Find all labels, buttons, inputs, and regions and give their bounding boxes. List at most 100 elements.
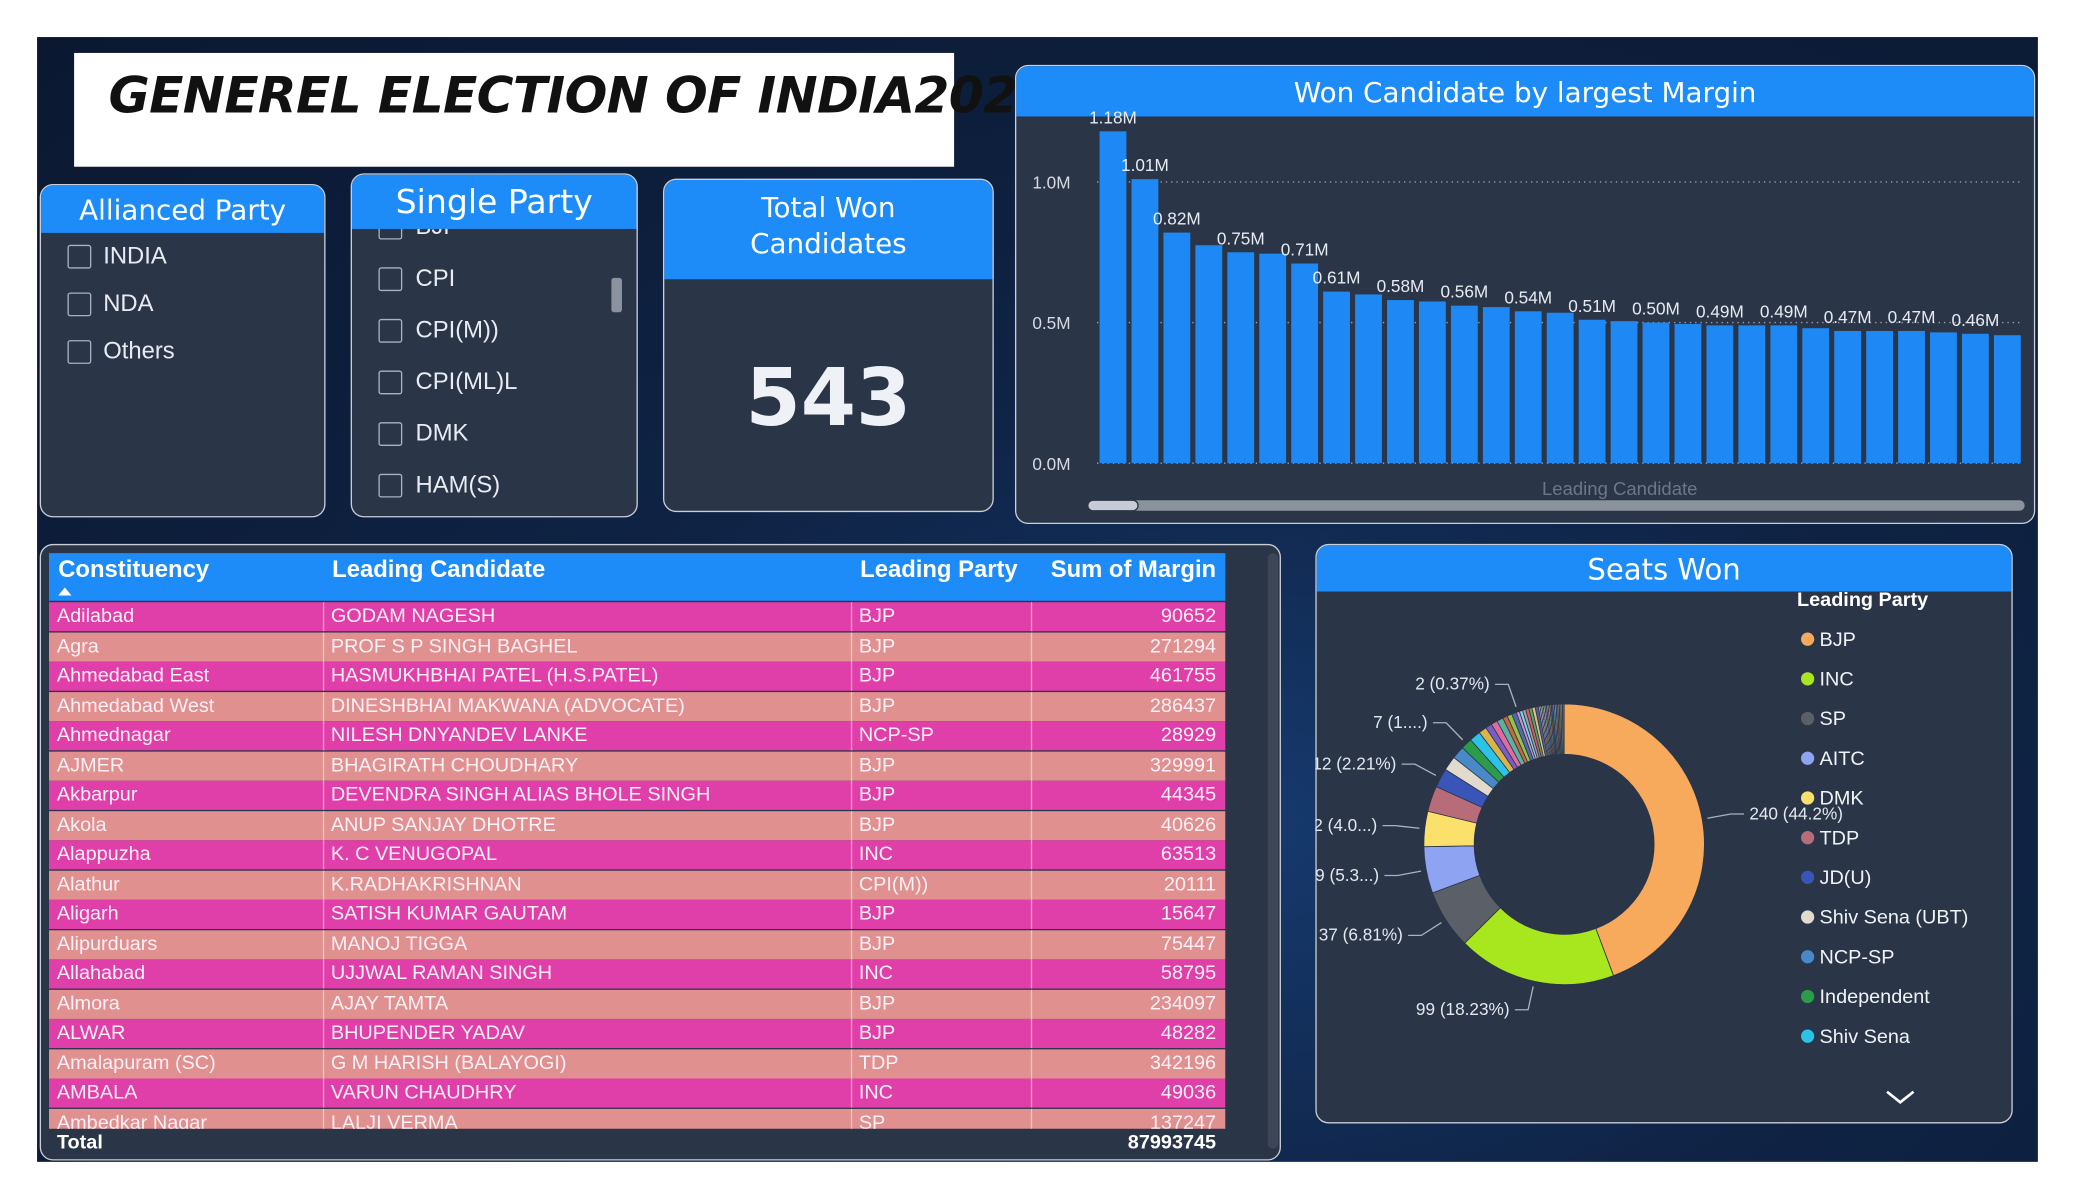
bar	[1961, 333, 1989, 464]
data-label: 7 (1....)	[1373, 712, 1427, 732]
slicer-item[interactable]: CPI	[415, 264, 456, 292]
slicer-item[interactable]: CPI(ML)L	[415, 367, 518, 395]
cell-divider	[1030, 840, 1033, 870]
leader-line	[1707, 813, 1745, 819]
cell-divider	[322, 989, 325, 1019]
slicer-item[interactable]: NDA	[103, 289, 154, 317]
total-value: 87993745	[1127, 1131, 1217, 1154]
leader-line	[1384, 870, 1422, 877]
slicer-title: Single Party	[351, 174, 637, 229]
data-label: 12 (2.21%)	[1315, 753, 1396, 773]
table-cell: AJAY TAMTA	[330, 991, 449, 1015]
legend-label[interactable]: Independent	[1820, 986, 1931, 1008]
cell-divider	[850, 661, 853, 691]
legend-label[interactable]: TDP	[1820, 827, 1860, 849]
checkbox[interactable]	[67, 340, 92, 364]
cell-divider	[1030, 691, 1033, 721]
legend-marker[interactable]	[1801, 632, 1815, 646]
table-cell: BJP	[858, 932, 896, 955]
slicer-item[interactable]: HAM(S)	[415, 471, 501, 498]
checkbox[interactable]	[378, 370, 403, 395]
leader-line	[1514, 986, 1534, 1011]
legend-marker[interactable]	[1801, 910, 1815, 924]
table-cell: INC	[858, 962, 894, 985]
table-cell: BJP	[858, 634, 896, 658]
checkbox[interactable]	[378, 473, 403, 498]
table-cell: AJMER	[56, 753, 125, 777]
checkbox[interactable]	[67, 244, 92, 269]
scroll-track[interactable]	[1087, 500, 2025, 511]
legend-marker[interactable]	[1801, 950, 1815, 964]
bar	[1706, 325, 1734, 464]
legend-label[interactable]: JD(U)	[1820, 867, 1872, 889]
legend-marker[interactable]	[1801, 711, 1815, 726]
legend-marker[interactable]	[1801, 791, 1815, 805]
chart-title: Seats Won	[1316, 545, 2012, 592]
legend-label[interactable]: NCP-SP	[1820, 946, 1895, 968]
table-cell: SATISH KUMAR GAUTAM	[330, 902, 568, 925]
column-header[interactable]: Leading Candidate	[332, 555, 546, 583]
slicer-item[interactable]: CPI(M))	[415, 316, 499, 343]
table-cell: BJP	[858, 694, 896, 717]
table-cell: 461755	[1149, 664, 1217, 687]
legend-marker[interactable]	[1801, 1029, 1815, 1043]
slicer-item[interactable]: DMK	[415, 419, 469, 446]
cell-divider	[850, 810, 853, 840]
legend-label[interactable]: Shiv Sena (UBT)	[1820, 907, 1969, 929]
bar	[1993, 335, 2021, 464]
legend-marker[interactable]	[1801, 870, 1815, 884]
table-cell: 48282	[1160, 1021, 1217, 1045]
checkbox[interactable]	[378, 318, 403, 343]
legend-marker[interactable]	[1801, 831, 1815, 845]
scrollbar[interactable]	[1267, 553, 1279, 1149]
legend-label[interactable]: Shiv Sena	[1820, 1026, 1911, 1048]
sort-indicator[interactable]	[58, 587, 72, 596]
table-cell: K. C VENUGOPAL	[330, 842, 498, 866]
legend-label[interactable]: SP	[1820, 708, 1846, 730]
table-cell: Aligarh	[56, 902, 119, 925]
slicer-item[interactable]: Others	[103, 337, 175, 364]
cell-divider	[850, 899, 853, 929]
checkbox[interactable]	[378, 267, 403, 292]
data-label: 0.50M	[1632, 299, 1680, 319]
data-label: 0.56M	[1440, 282, 1488, 302]
leader-line	[1495, 683, 1517, 708]
cell-divider	[850, 631, 853, 661]
scroll-thumb[interactable]	[1087, 499, 1139, 512]
table-cell: 329991	[1149, 753, 1217, 777]
table-cell: Adilabad	[56, 604, 135, 628]
table-cell: 44345	[1160, 783, 1217, 806]
column-header[interactable]: Sum of Margin	[1050, 555, 1217, 583]
bar	[1738, 325, 1766, 464]
scrollbar[interactable]	[611, 277, 622, 313]
legend-scroll-arrow[interactable]	[1886, 1090, 1915, 1105]
legend-marker[interactable]	[1801, 672, 1815, 686]
table-cell: HASMUKHBHAI PATEL (H.S.PATEL)	[330, 664, 659, 687]
legend-label[interactable]: BJP	[1820, 629, 1856, 651]
bar	[1898, 330, 1925, 464]
bar	[1099, 131, 1127, 464]
data-label: 2 (0.37%)	[1415, 674, 1490, 694]
table-cell: 63513	[1160, 842, 1217, 866]
y-tick-label: 1.0M	[1032, 173, 1070, 193]
data-label: 0.61M	[1313, 268, 1361, 288]
checkbox[interactable]	[67, 292, 92, 317]
legend-marker[interactable]	[1801, 989, 1815, 1004]
column-header[interactable]: Constituency	[58, 555, 210, 583]
table-cell: DINESHBHAI MAKWANA (ADVOCATE)	[330, 694, 685, 717]
legend-label[interactable]: DMK	[1820, 788, 1864, 810]
bar	[1674, 323, 1702, 464]
pie-chart: Leading Party 240 (44.2%) 99 (18.23%) 37 (…	[1315, 589, 1969, 1105]
table-cell: Allahabad	[56, 962, 146, 985]
cell-divider	[322, 721, 325, 751]
table-cell: Ahmedabad West	[56, 694, 215, 717]
legend-label[interactable]: AITC	[1820, 748, 1865, 770]
legend-label[interactable]: INC	[1820, 668, 1854, 690]
column-header[interactable]: Leading Party	[860, 555, 1018, 583]
checkbox[interactable]	[378, 422, 403, 446]
slicer-item[interactable]: INDIA	[103, 242, 167, 269]
table-cell: BJP	[858, 783, 896, 806]
legend-marker[interactable]	[1801, 751, 1815, 765]
bar	[1355, 294, 1382, 464]
